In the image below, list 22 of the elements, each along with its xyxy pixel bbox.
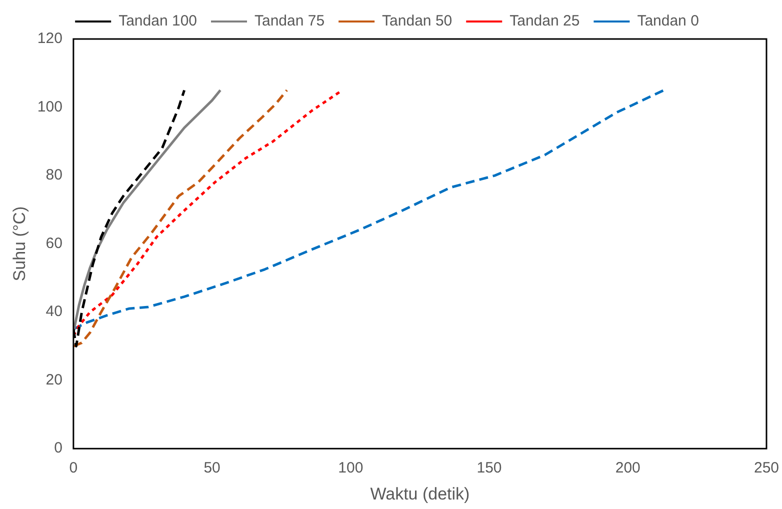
y-axis-title: Suhu (°C) — [10, 206, 29, 282]
y-tick-label: 20 — [46, 371, 62, 388]
y-tick-label: 60 — [46, 234, 62, 252]
x-tick-label: 200 — [615, 460, 640, 477]
x-tick-label: 0 — [69, 460, 78, 477]
legend-label: Tandan 75 — [254, 12, 325, 30]
y-tick-label: 0 — [54, 440, 62, 457]
x-tick-label: 50 — [204, 460, 220, 477]
line-series — [73, 88, 288, 348]
x-tick-label: 150 — [476, 460, 502, 477]
x-axis-title: Waktu (detik) — [370, 484, 470, 504]
line-series — [73, 88, 666, 330]
legend-label: Tandan 25 — [510, 12, 580, 30]
y-tick-label: 40 — [46, 303, 62, 320]
y-tick-label: 120 — [37, 30, 62, 48]
x-tick-label: 100 — [338, 460, 364, 477]
y-tick-label: 100 — [37, 98, 62, 116]
x-tick-label: 250 — [754, 460, 779, 477]
legend-label: Tandan 100 — [118, 12, 197, 30]
legend-label: Tandan 50 — [382, 12, 452, 30]
y-tick-label: 80 — [46, 166, 62, 184]
legend-label: Tandan 0 — [637, 12, 699, 30]
